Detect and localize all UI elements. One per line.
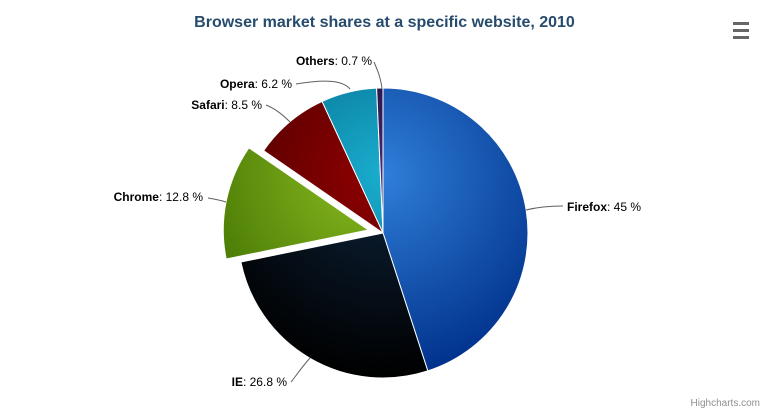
chart-title: Browser market shares at a specific webs… — [194, 14, 575, 31]
label-connector-firefox — [525, 205, 564, 211]
label-connector-chrome — [207, 197, 227, 203]
label-connector-ie — [290, 357, 311, 383]
label-connector-opera — [295, 80, 351, 90]
pie-slice-others[interactable] — [376, 87, 384, 234]
data-label-others: Others: 0.7 % — [296, 54, 372, 68]
credits-link[interactable]: Highcharts.com — [690, 398, 760, 409]
label-connector-others — [373, 61, 383, 90]
data-label-chrome: Chrome: 12.8 % — [114, 190, 204, 204]
export-menu-button[interactable] — [733, 22, 749, 39]
hamburger-icon — [733, 29, 749, 32]
data-label-safari: Safari: 8.5 % — [191, 98, 262, 112]
hamburger-icon — [733, 22, 749, 25]
data-label-firefox: Firefox: 45 % — [567, 200, 641, 214]
pie-slice-chrome[interactable] — [222, 147, 369, 260]
label-connector-safari — [265, 104, 291, 123]
data-label-ie: IE: 26.8 % — [232, 375, 288, 389]
hamburger-icon — [733, 36, 749, 39]
data-label-opera: Opera: 6.2 % — [220, 77, 292, 91]
